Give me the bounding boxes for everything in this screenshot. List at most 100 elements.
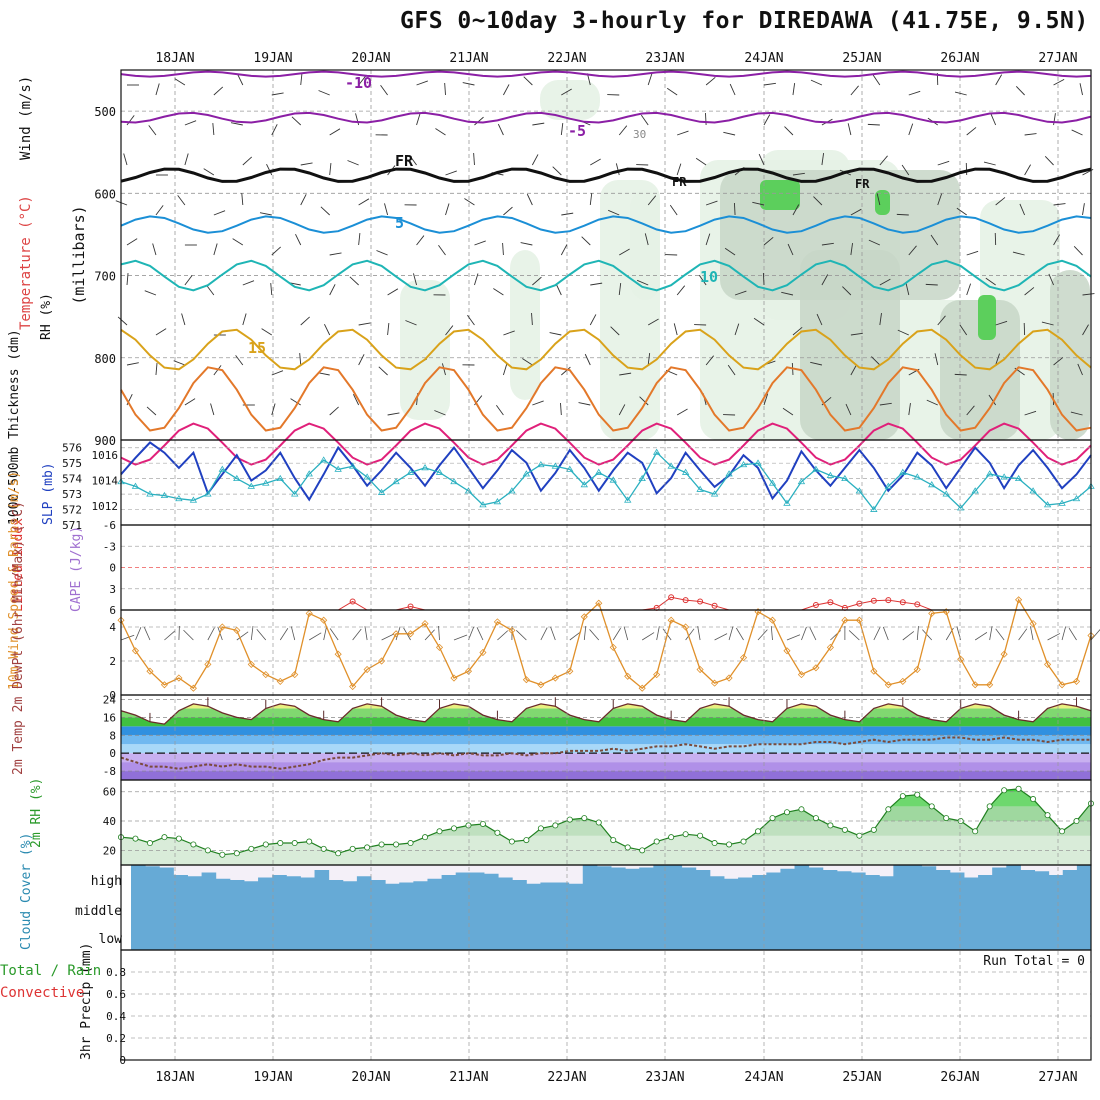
rh-point-25 [479,820,486,827]
isotherm-4 [120,259,1092,292]
cloud-high-bar-11 [286,876,301,890]
thickness-point-61 [1000,473,1008,480]
thickness-point-23 [450,477,458,485]
rh-contour-label: 30 [633,128,646,141]
cloud-high-bar-30 [554,882,570,890]
thickness-line [120,451,1092,511]
precip-ylabel-text: 3hr Precip (mm) [79,943,94,1060]
temp-band-5 [121,726,1091,736]
wind-point-13 [305,609,313,617]
wind-barb-42 [728,626,734,641]
rh-point-18 [378,841,385,848]
cloud-ylabel-text: Cloud Cover (%) [19,833,34,950]
temp-band-4 [121,735,1091,745]
rh-point-49 [827,822,834,829]
cloud-high-bar-31 [568,883,584,890]
thickness-point-46 [783,499,791,506]
rh-point-20 [407,840,414,847]
wind-line [120,598,1092,690]
wind-point-44 [754,608,762,616]
wind-point-28 [522,676,530,684]
wind-point-35 [624,672,632,680]
thickness-point-49 [826,471,835,478]
rh-point-22 [436,828,443,835]
wind-point-7 [218,623,226,631]
thickness-point-5 [189,496,198,503]
wind-point-19 [392,630,400,638]
rh-blob-green-0 [760,180,800,210]
cloud-high-bar-13 [314,870,330,890]
temp-ylabel: 2m Temp 2m DewPt (6hr Min/Max) (°C) [11,501,26,775]
cloud-high-bar-9 [258,877,273,890]
cloud-high-bar-22 [441,875,457,890]
wind-barb-25 [476,627,484,641]
wind-barb-62 [1018,628,1028,641]
wind-point-18 [378,657,386,665]
rh-ylabel-text: 2m RH (%) [29,778,44,848]
wind-point-59 [971,681,979,689]
rh-point-5 [190,841,197,848]
wind-barb-66 [1068,627,1077,641]
thickness-point-3 [160,491,169,499]
wind-point-42 [725,674,733,682]
thick-tick-5: 571 [62,519,82,532]
wind-point-22 [435,643,444,651]
date-bottom-9: 27JAN [1038,1070,1077,1085]
isotherm-1 [120,111,1092,124]
temp-ylabel-text: 2m Temp 2m DewPt (6hr Min/Max) (°C) [11,501,26,775]
upper-ylabel-text: (millibars) [70,205,88,304]
cloud-high-bar-19 [399,882,414,890]
cloud-high-bar-40 [695,870,711,890]
rh-point-15 [335,850,342,857]
rh-blob-green-2 [978,295,996,340]
wind-point-3 [160,681,168,689]
wind-barb-26 [497,630,509,641]
thickness-point-41 [710,490,719,497]
wind-point-10 [262,671,270,679]
rh-point-19 [393,841,400,848]
temp-band-1 [121,762,1091,772]
li-tick-4: 6 [109,604,116,617]
wind-point-4 [175,674,183,682]
upper-side-label: Wind (m/s) Temperature (°C) RH (%) [18,76,54,340]
rh-point-29 [537,825,544,832]
wind-barb-44 [757,629,768,641]
wind-point-51 [855,616,863,624]
wind-ylabel: 10m Wind Speed & Barbs (m/s) [7,471,22,690]
li-point-7 [812,602,819,609]
rh-point-40 [697,832,704,839]
rh-point-36 [639,847,646,854]
thickness-point-2 [146,490,154,497]
cloud-high-bar-53 [879,876,894,890]
isotherm-label-3: 5 [395,214,404,232]
cloud-high-bar-62 [1006,865,1021,890]
thickness-point-31 [566,465,574,472]
li-point-6 [711,602,718,609]
cloud-high-bar-36 [639,867,654,890]
rh-point-13 [306,838,313,845]
wind-point-48 [812,664,820,672]
thickness-point-38 [667,462,675,469]
cloud-high-bar-67 [1076,865,1092,890]
rh-point-64 [1044,812,1051,819]
thickness-point-55 [913,473,921,480]
rh-point-31 [566,816,573,823]
precip-tick-3: 0.2 [106,1032,126,1045]
rh-area [121,788,1091,865]
wind-point-54 [899,677,907,685]
cloud-high-bar-42 [723,878,739,890]
thickness-point-37 [652,448,661,455]
thickness-point-33 [595,468,603,475]
temp-tick-2: 8 [109,729,116,742]
wind-barb-48 [809,627,817,641]
thickness-point-7 [218,465,227,472]
precip-tick-1: 0.6 [106,988,126,1001]
wind-point-17 [363,665,371,674]
cloud-high-bar-54 [893,865,908,890]
thickness-point-8 [233,474,241,482]
wind-barb-2 [143,627,151,641]
upper-side-wind: Wind (m/s) [18,76,34,160]
cloud-high-bar-63 [1020,870,1036,890]
thickness-point-25 [479,501,487,508]
rh-blob-6 [400,280,450,420]
